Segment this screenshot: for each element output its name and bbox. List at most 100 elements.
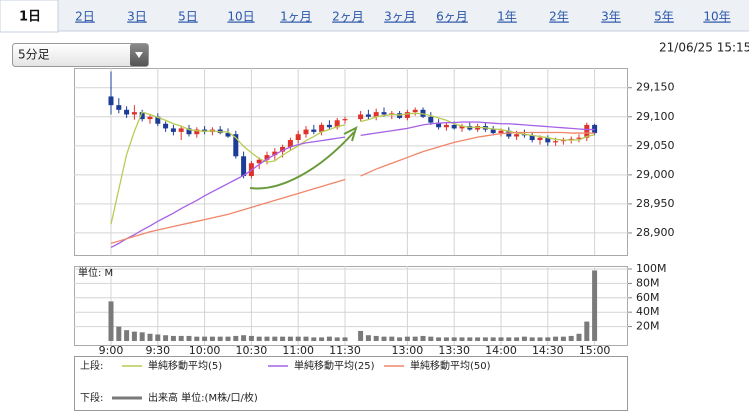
candle-body <box>319 124 325 132</box>
volume-bar <box>124 330 130 341</box>
tab-selected-bg <box>0 0 59 33</box>
legend: 単純移動平均(5) 単純移動平均(25) 単純移動平均(50) 出来高 単位:(M株/… <box>112 359 491 404</box>
marks <box>108 71 598 341</box>
volume-bar <box>428 336 434 341</box>
volume-bar <box>241 335 247 341</box>
candle-body <box>529 135 535 141</box>
volume-bar <box>272 336 278 341</box>
volume-bar <box>404 336 410 341</box>
y-tick-label: 29,000 <box>636 168 675 181</box>
y-tick-label: 29,050 <box>636 139 675 152</box>
volume-bar <box>420 335 426 341</box>
tab[interactable]: 2年 <box>549 10 569 24</box>
volume-bar <box>373 335 379 341</box>
candle-body <box>116 105 122 110</box>
dropdown-box[interactable] <box>12 43 149 67</box>
y-tick-label: 28,900 <box>636 226 675 239</box>
volume-bar <box>178 335 184 341</box>
volume-bar <box>295 336 301 341</box>
candle-body <box>553 141 559 143</box>
volume-bar <box>459 337 465 341</box>
interval-dropdown[interactable]: 5分足 <box>12 43 149 67</box>
volume-bar <box>436 337 442 341</box>
candle-body <box>342 119 348 121</box>
volume-bar <box>202 336 208 341</box>
tab[interactable]: 2ヶ月 <box>332 10 364 24</box>
candle-body <box>295 134 301 141</box>
volume-bar <box>568 335 574 341</box>
candle-body <box>225 133 231 137</box>
dropdown-arrow <box>135 52 143 58</box>
dropdown-value: 5分足 <box>18 48 50 62</box>
tab[interactable]: 1年 <box>497 10 517 24</box>
candle-body <box>358 114 364 120</box>
volume-bar <box>319 337 325 341</box>
candle-body <box>576 137 582 139</box>
tab[interactable]: 3日 <box>127 10 147 24</box>
volume-bar <box>381 336 387 341</box>
candle-body <box>170 128 176 132</box>
volume-bar <box>545 337 551 341</box>
legend-box <box>74 356 628 411</box>
volume-bar <box>311 337 317 341</box>
volume-bar <box>514 337 520 341</box>
volume-bar <box>529 337 535 341</box>
volume-bar <box>209 336 215 341</box>
moving-average-line <box>110 121 595 249</box>
tab[interactable]: 2日 <box>75 10 95 24</box>
x-tick-label: 13:30 <box>438 344 470 357</box>
volume-bar <box>475 337 481 341</box>
tab[interactable]: 5年 <box>654 10 674 24</box>
tab[interactable]: 5日 <box>178 10 198 24</box>
volume-bar <box>194 336 200 341</box>
x-tick-label: 10:30 <box>236 344 268 357</box>
y-tick-label: 40M <box>636 305 660 318</box>
volume-bar <box>248 335 254 341</box>
volume-bar <box>303 336 309 341</box>
volume-bar <box>131 331 137 341</box>
candle-body <box>303 129 309 135</box>
x-tick-label: 13:00 <box>392 344 424 357</box>
volume-bar <box>553 336 559 341</box>
volume-bar <box>451 337 457 341</box>
volume-bar <box>560 336 566 341</box>
legend-lower-label: 下段: <box>80 391 103 404</box>
x-tick-label: 9:30 <box>145 344 170 357</box>
volume-bar <box>233 335 239 341</box>
x-tick-label: 14:30 <box>532 344 564 357</box>
tab[interactable]: 6ヶ月 <box>436 10 468 24</box>
annotation-arrow-head <box>343 126 358 142</box>
candle-body <box>194 129 200 135</box>
tab[interactable]: 10日 <box>227 10 254 24</box>
volume-bar <box>264 336 270 341</box>
legend-entry: 単純移動平均(50) <box>410 359 491 372</box>
candle-body <box>545 137 551 143</box>
y-tick-label: 29,100 <box>636 110 675 123</box>
y-tick-label: 29,150 <box>636 81 675 94</box>
moving-average-line <box>110 111 595 225</box>
legend-entry: 単純移動平均(5) <box>148 359 222 372</box>
volume-bar <box>506 337 512 341</box>
candle-body <box>131 112 137 115</box>
volume-bar <box>217 336 223 341</box>
tab[interactable]: 1日 <box>19 10 41 25</box>
candle-body <box>404 112 410 118</box>
tab[interactable]: 10年 <box>703 10 730 24</box>
y-tick-label: 60M <box>636 291 660 304</box>
candle-body <box>490 129 496 134</box>
candle-body <box>280 146 286 152</box>
x-tick-label: 9:00 <box>99 344 124 357</box>
candle-body <box>412 109 418 113</box>
tab[interactable]: 1ヶ月 <box>280 10 312 24</box>
tab[interactable]: 3年 <box>601 10 621 24</box>
candle-body <box>178 128 184 132</box>
volume-unit: 単位: M <box>78 266 113 279</box>
tab[interactable]: 3ヶ月 <box>384 10 416 24</box>
volume-bar <box>147 333 153 341</box>
candle-body <box>428 116 434 123</box>
volume-bar <box>467 337 473 341</box>
grid <box>74 68 628 345</box>
candle-body <box>365 114 371 117</box>
candle-body <box>443 124 449 128</box>
